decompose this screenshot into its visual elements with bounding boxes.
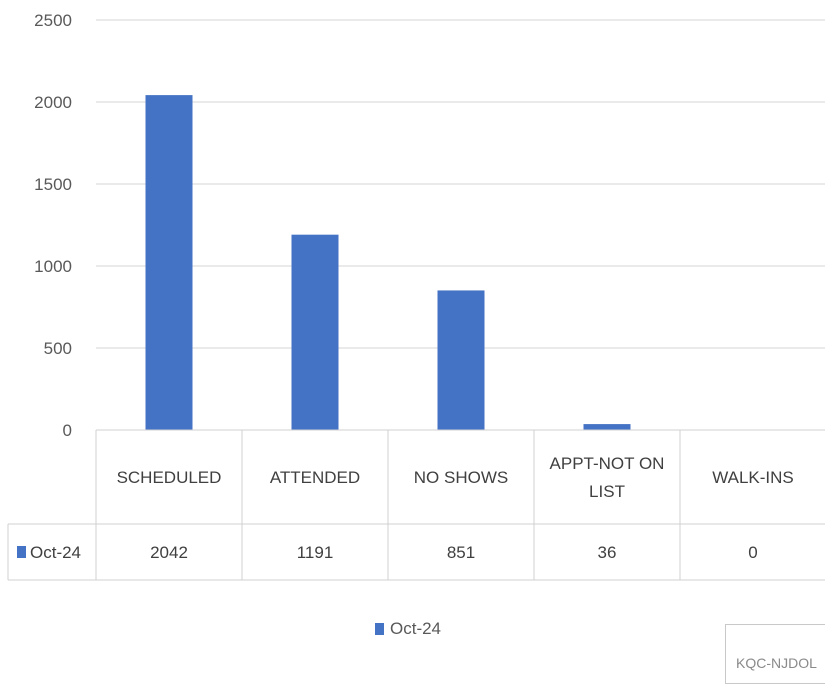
table-value: 2042 xyxy=(150,543,188,562)
y-tick-label: 1000 xyxy=(34,257,72,276)
y-tick-label: 2500 xyxy=(34,11,72,30)
table-value: 1191 xyxy=(297,543,334,562)
bar xyxy=(145,95,193,430)
category-label: WALK-INS xyxy=(712,468,794,487)
table-value: 0 xyxy=(748,543,757,562)
legend: Oct-24 xyxy=(375,619,441,639)
bar xyxy=(291,234,339,430)
category-label: NO SHOWS xyxy=(414,468,508,487)
y-tick-label: 1500 xyxy=(34,175,72,194)
bars xyxy=(145,95,631,430)
bar xyxy=(583,424,631,430)
table-row-label: Oct-24 xyxy=(30,543,81,562)
y-tick-label: 0 xyxy=(63,421,72,440)
footer-box: KQC-NJDOL xyxy=(725,624,825,684)
gridlines xyxy=(96,19,825,349)
table-value: 851 xyxy=(447,543,475,562)
table-value: 36 xyxy=(598,543,617,562)
category-label: LIST xyxy=(589,482,625,501)
y-tick-label: 2000 xyxy=(34,93,72,112)
category-label: SCHEDULED xyxy=(117,468,222,487)
data-table: SCHEDULED ATTENDED NO SHOWS APPT-NOT ON LIST… xyxy=(7,429,825,581)
footer-text: KQC-NJDOL xyxy=(736,655,817,671)
y-tick-label: 500 xyxy=(44,339,72,358)
row-legend-key-icon xyxy=(17,546,26,558)
legend-swatch-icon xyxy=(375,623,384,635)
legend-label: Oct-24 xyxy=(390,619,442,638)
bar xyxy=(437,290,485,430)
y-axis-ticks: 0 500 1000 1500 2000 2500 xyxy=(34,11,72,440)
category-label: ATTENDED xyxy=(270,468,360,487)
category-label: APPT-NOT ON xyxy=(550,454,665,473)
